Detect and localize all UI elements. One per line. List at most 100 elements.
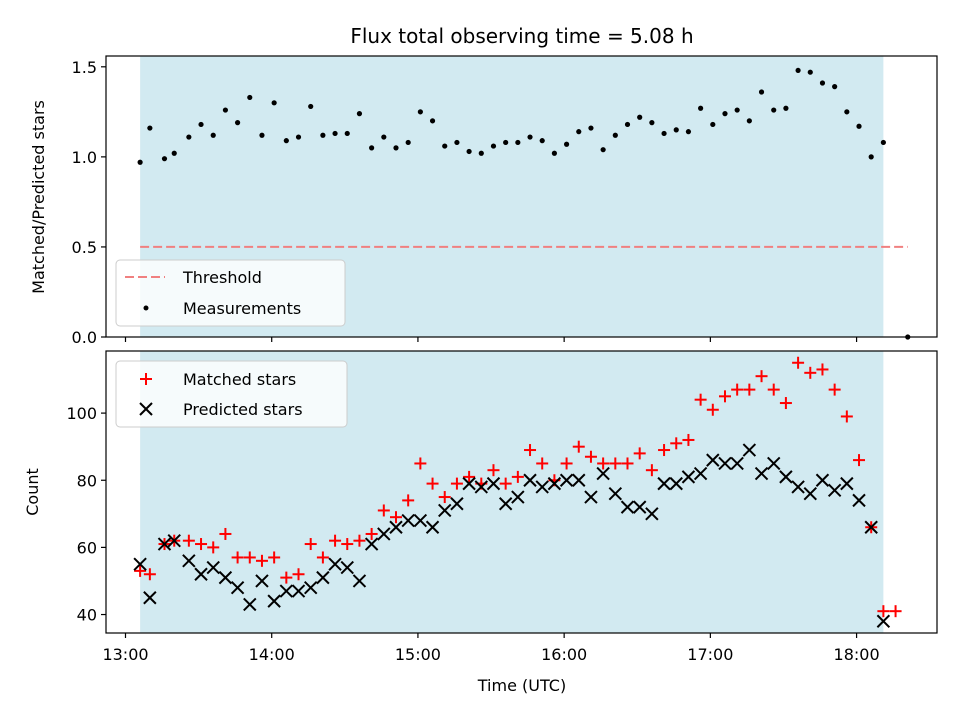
predicted-star-point [669, 476, 683, 491]
matched-star-point [207, 541, 220, 554]
predicted-star-point [706, 453, 720, 467]
measurement-point [576, 129, 582, 135]
predicted-star-point [608, 486, 623, 501]
matched-star-point [134, 564, 147, 577]
measurement-points [137, 67, 911, 340]
matched-star-point [645, 464, 658, 477]
top-legend: Threshold Measurements [115, 259, 346, 327]
x-tick-label: 17:00 [687, 645, 733, 664]
measurement-point [429, 118, 436, 124]
matched-star-point [816, 363, 829, 376]
matched-star-point [889, 605, 902, 618]
matched-star-point [743, 383, 756, 396]
measurement-point [698, 105, 704, 111]
measurement-point [758, 89, 765, 95]
measurement-point [795, 67, 801, 74]
matched-star-point [718, 390, 731, 403]
matched-star-point [804, 366, 817, 379]
measurement-point [454, 139, 460, 146]
measurement-point [673, 127, 679, 133]
matched-star-point [414, 457, 427, 470]
measurement-point [722, 111, 728, 117]
measurement-point [771, 107, 777, 113]
predicted-star-point [279, 584, 294, 598]
predicted-star-point [413, 513, 428, 528]
top-y-tick-label: 1.5 [72, 58, 97, 77]
measurement-point [234, 120, 241, 126]
predicted-star-point [498, 497, 513, 511]
x-tick-label: 14:00 [249, 645, 295, 664]
matched-star-point [377, 504, 390, 517]
matched-star-point [633, 447, 646, 460]
matched-star-point [767, 383, 780, 396]
predicted-star-point [645, 507, 659, 521]
predicted-star-point [328, 557, 342, 571]
matched-star-point [389, 511, 402, 524]
predicted-star-point [157, 537, 172, 551]
predicted-star-point [730, 456, 744, 471]
predicted-star-point [230, 580, 245, 595]
matched-star-point [463, 470, 476, 483]
matched-star-point [792, 356, 805, 369]
predicted-star-point [438, 503, 452, 518]
predicted-star-point [767, 456, 781, 471]
measurement-point [332, 130, 338, 137]
measurement-point [283, 138, 289, 144]
measurement-point [381, 134, 387, 140]
predicted-star-point [377, 527, 391, 541]
matched-star-point [609, 457, 622, 470]
measurement-point [369, 145, 375, 151]
predicted-star-point [803, 486, 817, 501]
measurement-point [539, 138, 545, 144]
legend-matched-label: Matched stars [183, 370, 296, 389]
bottom-legend: Matched stars Predicted stars [115, 360, 348, 428]
predicted-star-point [559, 473, 574, 487]
measurement-point [137, 159, 143, 165]
measurement-point [405, 139, 411, 146]
matched-star-point [755, 370, 768, 383]
measurement-point [624, 121, 631, 128]
measurement-point [161, 156, 168, 162]
matched-star-point [292, 568, 305, 581]
matched-star-point [304, 538, 317, 551]
measurement-point [308, 103, 314, 110]
measurement-point [661, 130, 667, 137]
matched-star-point [182, 534, 195, 547]
bottom-legend-box [115, 360, 348, 428]
measurement-point [186, 134, 192, 140]
measurement-point [271, 100, 277, 106]
measurement-point [832, 84, 838, 90]
bottom-y-tick-label: 40 [77, 606, 97, 625]
matched-star-point [658, 444, 671, 457]
measurement-point [466, 148, 472, 155]
predicted-star-point [572, 473, 586, 487]
top-y-ticks: 0.0 0.5 1.0 1.5 [72, 58, 106, 347]
predicted-star-point [584, 490, 598, 504]
predicted-stars-points [133, 443, 891, 628]
measurement-point [710, 121, 716, 128]
matched-star-point [487, 464, 500, 477]
matched-star-point [280, 571, 293, 584]
predicted-star-point [681, 470, 696, 484]
matched-star-point [877, 605, 890, 618]
predicted-star-point [267, 594, 281, 608]
matched-star-point [316, 551, 329, 564]
predicted-star-point [206, 560, 220, 575]
predicted-star-point [364, 537, 379, 551]
measurement-point [844, 109, 850, 115]
matched-star-point [670, 437, 683, 450]
predicted-star-point [596, 466, 610, 481]
measurement-point [527, 134, 533, 140]
matched-star-point [231, 551, 244, 564]
measurement-point [442, 143, 448, 149]
matched-star-point [438, 491, 451, 504]
legend-threshold-label: Threshold [182, 268, 262, 287]
bottom-y-tick-label: 80 [77, 471, 97, 490]
bottom-y-tick-label: 60 [77, 538, 97, 557]
predicted-star-point [754, 466, 769, 481]
predicted-star-point [827, 483, 842, 498]
predicted-star-point [425, 520, 440, 534]
predicted-star-point [340, 560, 354, 575]
x-tick-label: 16:00 [541, 645, 587, 664]
matched-star-point [572, 440, 585, 453]
